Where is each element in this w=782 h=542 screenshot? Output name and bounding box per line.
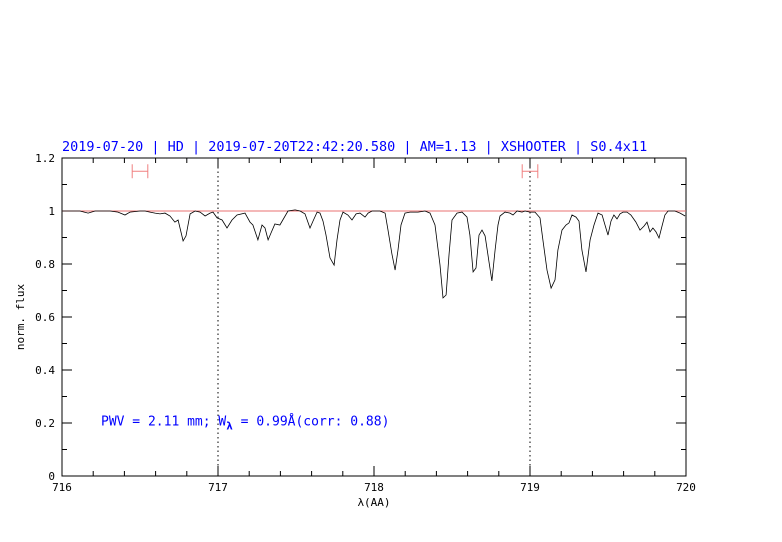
x-axis-label: λ(AA): [357, 496, 390, 509]
annotation-subscript: λ: [226, 420, 233, 433]
chart-title: 2019-07-20 | HD | 2019-07-20T22:42:20.58…: [62, 139, 647, 155]
y-tick-label: 0.4: [35, 364, 55, 377]
y-tick-label: 0.6: [35, 311, 55, 324]
x-tick-label: 716: [52, 481, 72, 494]
plot-area: 716 717 718 719 720 0 0.2 0.4 0.6 0.8 1 1.2: [35, 152, 696, 494]
x-tick-label: 717: [208, 481, 228, 494]
y-tick-label: 0.2: [35, 417, 55, 430]
pwv-annotation: PWV = 2.11 mm; Wλ = 0.99Å(corr: 0.88): [101, 414, 389, 433]
y-tick-label: 0: [48, 470, 55, 483]
annotation-text-before: PWV = 2.11 mm; W: [101, 415, 226, 430]
x-tick-label: 719: [520, 481, 540, 494]
x-tick-label: 720: [676, 481, 696, 494]
y-tick-label: 0.8: [35, 258, 55, 271]
spectrum-line: [62, 209, 686, 299]
y-tick-label: 1.2: [35, 152, 55, 165]
annotation-text-after: = 0.99Å(corr: 0.88): [233, 414, 390, 430]
y-axis-label: norm. flux: [14, 284, 27, 351]
y-tick-label: 1: [48, 205, 55, 218]
x-tick-label: 718: [364, 481, 384, 494]
